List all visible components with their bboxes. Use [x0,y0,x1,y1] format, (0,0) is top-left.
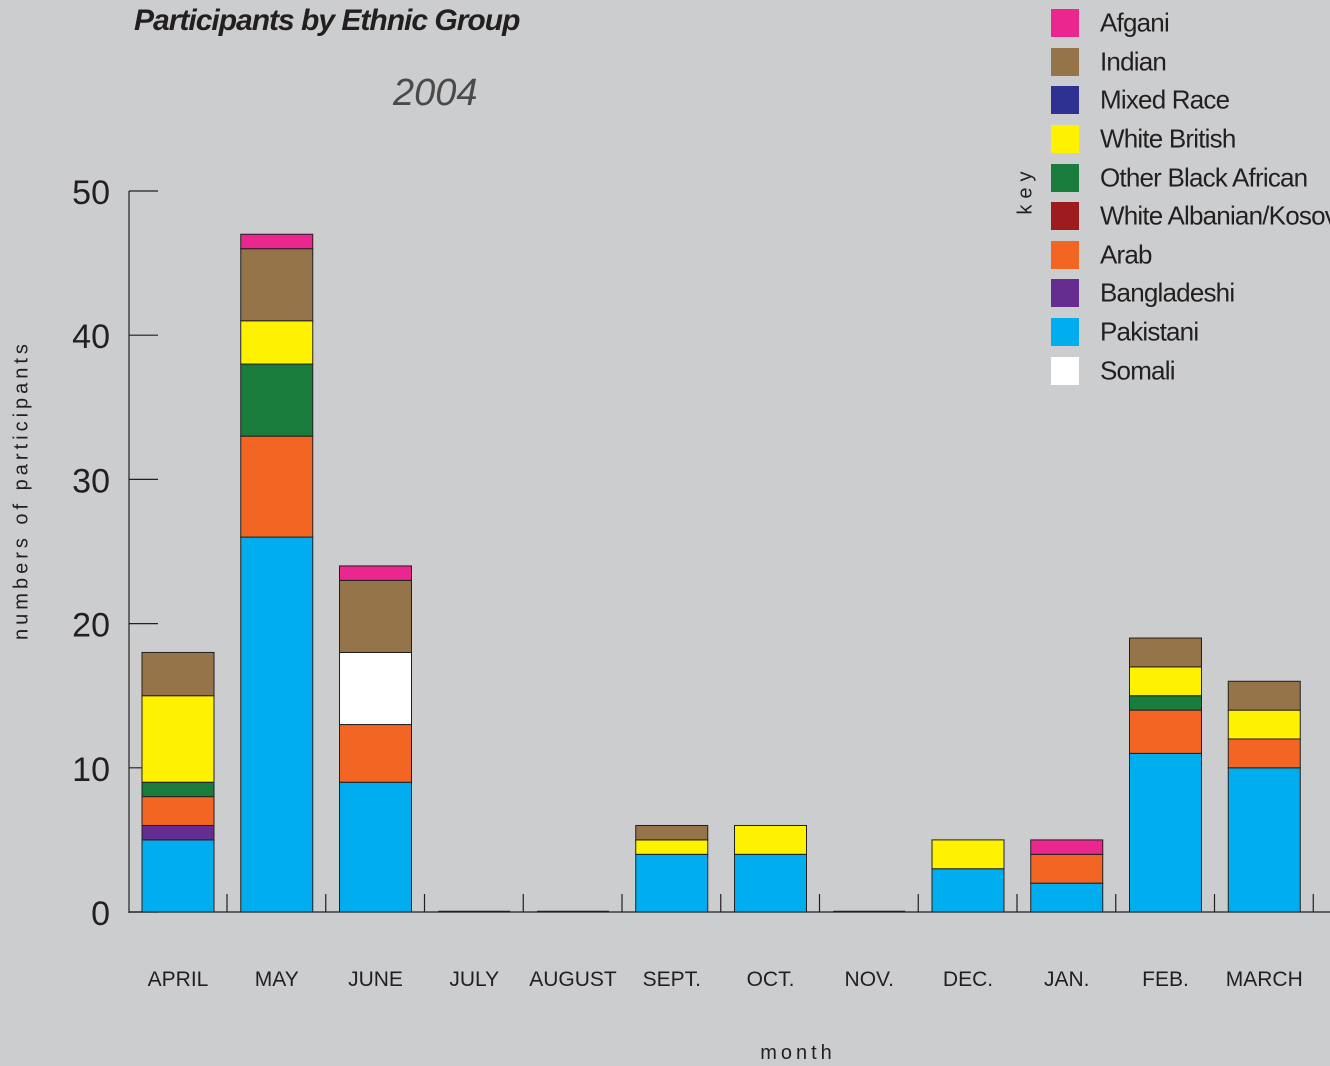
legend-item: Arab [1051,236,1153,275]
x-tick-label: SEPT. [643,968,701,991]
bar-segment [1227,767,1301,913]
x-tick-label: OCT. [747,968,795,991]
x-tick-label: APRIL [148,968,209,991]
x-tick-label: FEB. [1142,968,1189,991]
x-tick-label: JAN. [1044,968,1090,991]
bar-segment [240,363,314,437]
legend-label: Mixed Race [1100,84,1230,115]
legend-item: Pakistani [1051,313,1199,352]
legend-swatch [1051,9,1079,38]
bar-segment [1129,695,1202,711]
bar-segment [734,824,807,855]
legend-swatch [1051,125,1079,154]
legend-item: Bangladeshi [1051,274,1235,313]
bar-segment [339,781,412,913]
y-tick-label: 10 [72,751,110,789]
legend-item: Other Black African [1051,158,1308,197]
legend-swatch [1051,356,1079,385]
legend-swatch [1051,47,1079,76]
bar-segment [141,839,215,913]
bar-segment [141,651,215,697]
bar-segment [931,868,1005,913]
bar-segment [635,839,709,855]
legend-item: Indian [1051,43,1167,82]
legend-item: Somali [1051,351,1175,390]
chart-title: Participants by Ethnic Group [134,4,520,37]
legend: Afgani Indian Mixed Race White British Other… [1051,4,1330,390]
bar-segment [141,824,215,841]
bar-segment [1129,709,1202,754]
y-tick-label: 40 [72,318,110,356]
bar-segment [734,853,807,913]
bar-segment [240,536,314,913]
x-axis-label: month [760,1042,836,1064]
legend-label: Bangladeshi [1100,277,1235,308]
bar-segment [339,651,412,726]
legend-swatch [1051,279,1079,308]
legend-label: Arab [1100,239,1153,270]
bar-segment [635,824,709,841]
bar-segment [339,565,412,581]
x-tick-label: JULY [449,968,499,991]
bar-segment [635,853,709,913]
x-tick-label: AUGUST [529,968,617,991]
bar-segment [1129,752,1202,913]
x-tick-label: DEC. [943,968,993,991]
legend-item: White Albanian/Kosovan [1051,197,1330,236]
x-tick-label: JUNE [348,968,403,991]
bar-segment [1030,882,1104,913]
legend-swatch [1051,163,1079,192]
x-tick-label: NOV. [845,968,894,991]
bar-segment [1030,853,1104,884]
bar-segment [141,781,215,798]
x-tick-label: MAY [255,968,299,991]
bar-segment [1030,839,1104,855]
y-tick-label: 30 [72,462,110,500]
legend-item: Mixed Race [1051,81,1230,120]
bar-segment [240,248,314,322]
legend-swatch [1051,318,1079,347]
legend-item: White British [1051,120,1236,159]
bar-segment [1227,709,1301,740]
bar-segment [240,435,314,538]
legend-label: White Albanian/Kosovan [1100,200,1330,231]
y-tick-label: 50 [72,174,110,212]
legend-swatch [1051,240,1079,269]
legend-label: Pakistani [1100,316,1199,347]
bar-segment [1227,738,1301,769]
y-tick-label: 20 [72,607,110,645]
bar-segment [931,839,1005,870]
legend-label: Afgani [1100,7,1170,38]
bar-segment [339,724,412,783]
bar-segment [240,233,314,250]
legend-swatch [1051,86,1079,115]
bar-segment [141,695,215,783]
chart-subtitle: 2004 [393,72,478,114]
legend-label: White British [1100,123,1236,154]
bar-segment [141,796,215,826]
bar-segment [240,320,314,365]
bar-segment [1129,666,1202,697]
legend-swatch [1051,202,1079,231]
legend-label: Somali [1100,355,1175,386]
legend-item: Afgani [1051,4,1170,43]
bar-segment [1227,680,1301,711]
legend-label: Indian [1100,46,1167,77]
x-tick-label: MARCH [1226,968,1303,991]
y-tick-label: 0 [91,895,110,933]
legend-label: Other Black African [1100,162,1308,193]
bar-segment [1129,637,1202,668]
bar-segment [339,579,412,653]
